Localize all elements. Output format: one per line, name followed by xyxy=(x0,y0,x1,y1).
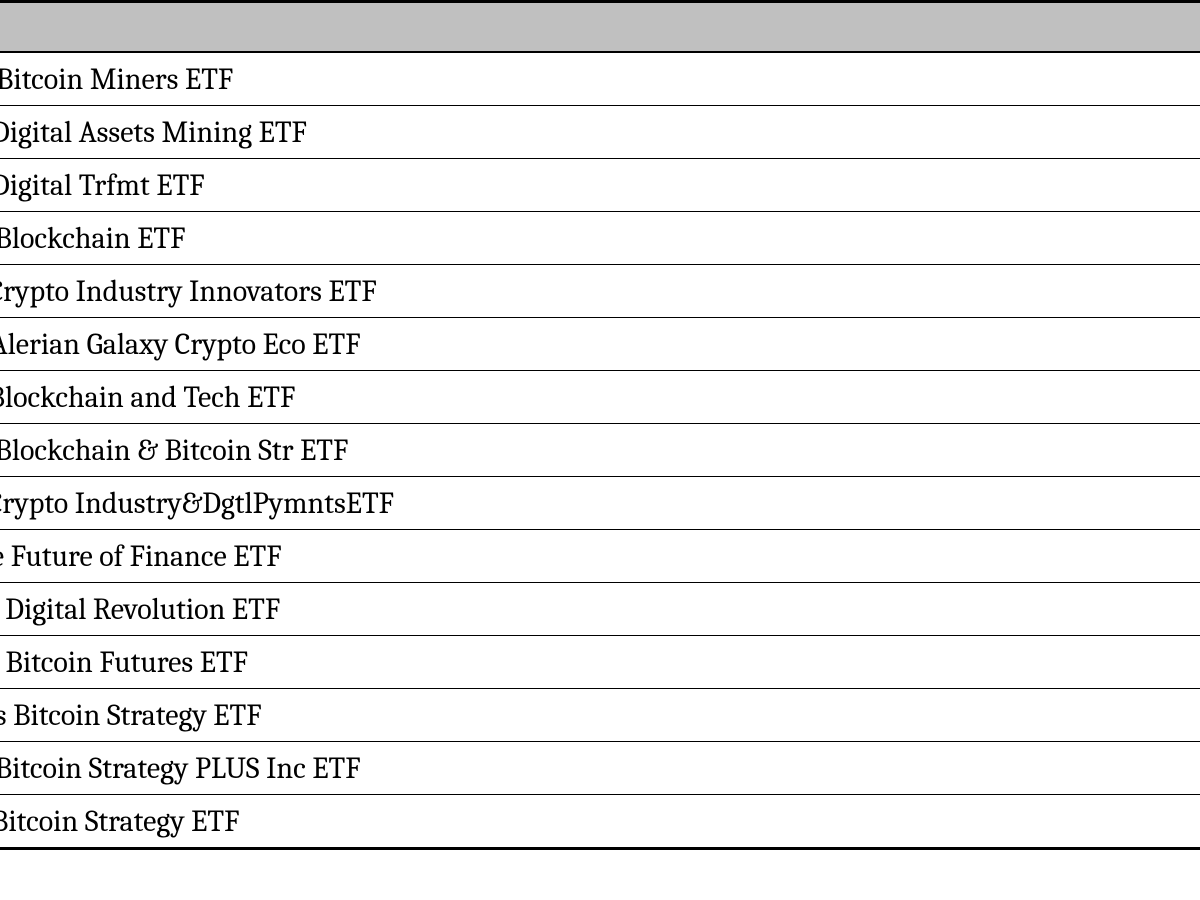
table-cell: se Crypto Industry Innovators ETF xyxy=(0,274,377,309)
table-row: ty Crypto Industry&DgtlPymntsETF xyxy=(0,477,1200,530)
table-row: nce Digital Revolution ETF xyxy=(0,583,1200,636)
table-cell: ify Bitcoin Strategy PLUS Inc ETF xyxy=(0,751,361,786)
table-cell: dex Bitcoin Futures ETF xyxy=(0,645,248,680)
table-row: dex Bitcoin Futures ETF xyxy=(0,636,1200,689)
table-cell: ares Bitcoin Strategy ETF xyxy=(0,698,262,733)
table-cell: ck Digital Assets Mining ETF xyxy=(0,115,307,150)
table-cell: l X Blockchain ETF xyxy=(0,221,185,256)
table-row: l X Blockchain ETF xyxy=(0,212,1200,265)
table-row: rie Bitcoin Miners ETF xyxy=(0,53,1200,106)
etf-table: e rie Bitcoin Miners ETF ck Digital Asse… xyxy=(0,0,1200,850)
table-row: co Alerian Galaxy Crypto Eco ETF xyxy=(0,318,1200,371)
table-row: es Blockchain and Tech ETF xyxy=(0,371,1200,424)
table-cell: cale Future of Finance ETF xyxy=(0,539,281,574)
table-cell: ck Bitcoin Strategy ETF xyxy=(0,804,239,839)
table-cell: l X Blockchain & Bitcoin Str ETF xyxy=(0,433,348,468)
table-cell: co Alerian Galaxy Crypto Eco ETF xyxy=(0,327,361,362)
table-row: se Crypto Industry Innovators ETF xyxy=(0,265,1200,318)
table-cell: es Blockchain and Tech ETF xyxy=(0,380,295,415)
table-row: ck Digital Trfmt ETF xyxy=(0,159,1200,212)
table-cell: nce Digital Revolution ETF xyxy=(0,592,280,627)
table-row: ck Bitcoin Strategy ETF xyxy=(0,795,1200,847)
table-cell: ck Digital Trfmt ETF xyxy=(0,168,205,203)
table-row: ify Bitcoin Strategy PLUS Inc ETF xyxy=(0,742,1200,795)
table-cell: ty Crypto Industry&DgtlPymntsETF xyxy=(0,486,394,521)
table-row: ares Bitcoin Strategy ETF xyxy=(0,689,1200,742)
table-row: cale Future of Finance ETF xyxy=(0,530,1200,583)
table-row: l X Blockchain & Bitcoin Str ETF xyxy=(0,424,1200,477)
table-header-row: e xyxy=(0,3,1200,53)
table-row: ck Digital Assets Mining ETF xyxy=(0,106,1200,159)
table-cell: rie Bitcoin Miners ETF xyxy=(0,62,233,97)
